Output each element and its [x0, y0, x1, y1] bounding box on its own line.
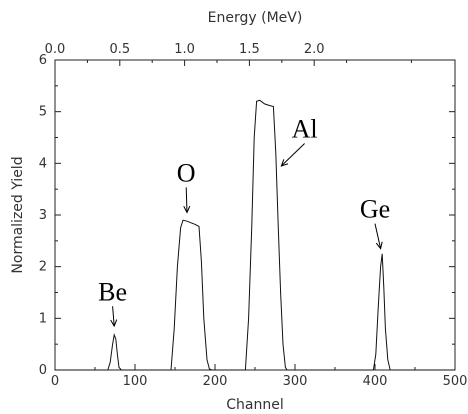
peak-arrow — [112, 306, 115, 327]
y-tick-label: 3 — [39, 208, 47, 223]
y-tick-label: 2 — [39, 260, 47, 275]
x2-axis-title: Energy (MeV) — [208, 10, 303, 26]
y-tick-label: 6 — [39, 53, 47, 68]
x-axis-title: Channel — [226, 397, 283, 413]
y-tick-label: 4 — [39, 156, 47, 171]
peak-arrowhead — [280, 159, 289, 167]
tick-labels: 0 100 200 300 400 500 0 1 2 3 4 5 60.0 0.5 1.0 1.5 2.0 — [39, 42, 468, 389]
peak-label: O — [177, 158, 196, 187]
y-axis-title: Normalized Yield — [10, 156, 26, 273]
x-tick-label: 300 — [283, 374, 308, 389]
peak-arrow — [281, 143, 305, 167]
peak-arrowhead — [183, 205, 191, 214]
x2-tick-label: 2.0 — [304, 42, 325, 57]
y-tick-label: 5 — [39, 105, 47, 120]
y-tick-label: 1 — [39, 311, 47, 326]
peak-label: Ge — [360, 195, 390, 224]
x-tick-label: 500 — [443, 374, 468, 389]
peak-label: Be — [98, 277, 127, 306]
x-tick-label: 200 — [203, 374, 228, 389]
series — [55, 99, 455, 371]
x-tick-label: 400 — [363, 374, 388, 389]
peak-label: Al — [292, 115, 318, 144]
peak-arrowhead — [110, 319, 118, 328]
y-tick-label: 0 — [39, 363, 47, 378]
x2-tick-label: 0.0 — [45, 42, 66, 57]
peak-arrow — [185, 187, 188, 213]
x-tick-label: 100 — [123, 374, 148, 389]
peak-arrowhead — [375, 241, 383, 250]
x2-tick-label: 1.5 — [239, 42, 260, 57]
yield-series-line — [55, 99, 455, 371]
annotations: Be O Al Ge — [98, 115, 390, 328]
x2-tick-label: 0.5 — [109, 42, 130, 57]
x-tick-label: 0 — [51, 374, 59, 389]
x2-tick-label: 1.0 — [174, 42, 195, 57]
peak-arrow — [374, 223, 382, 249]
